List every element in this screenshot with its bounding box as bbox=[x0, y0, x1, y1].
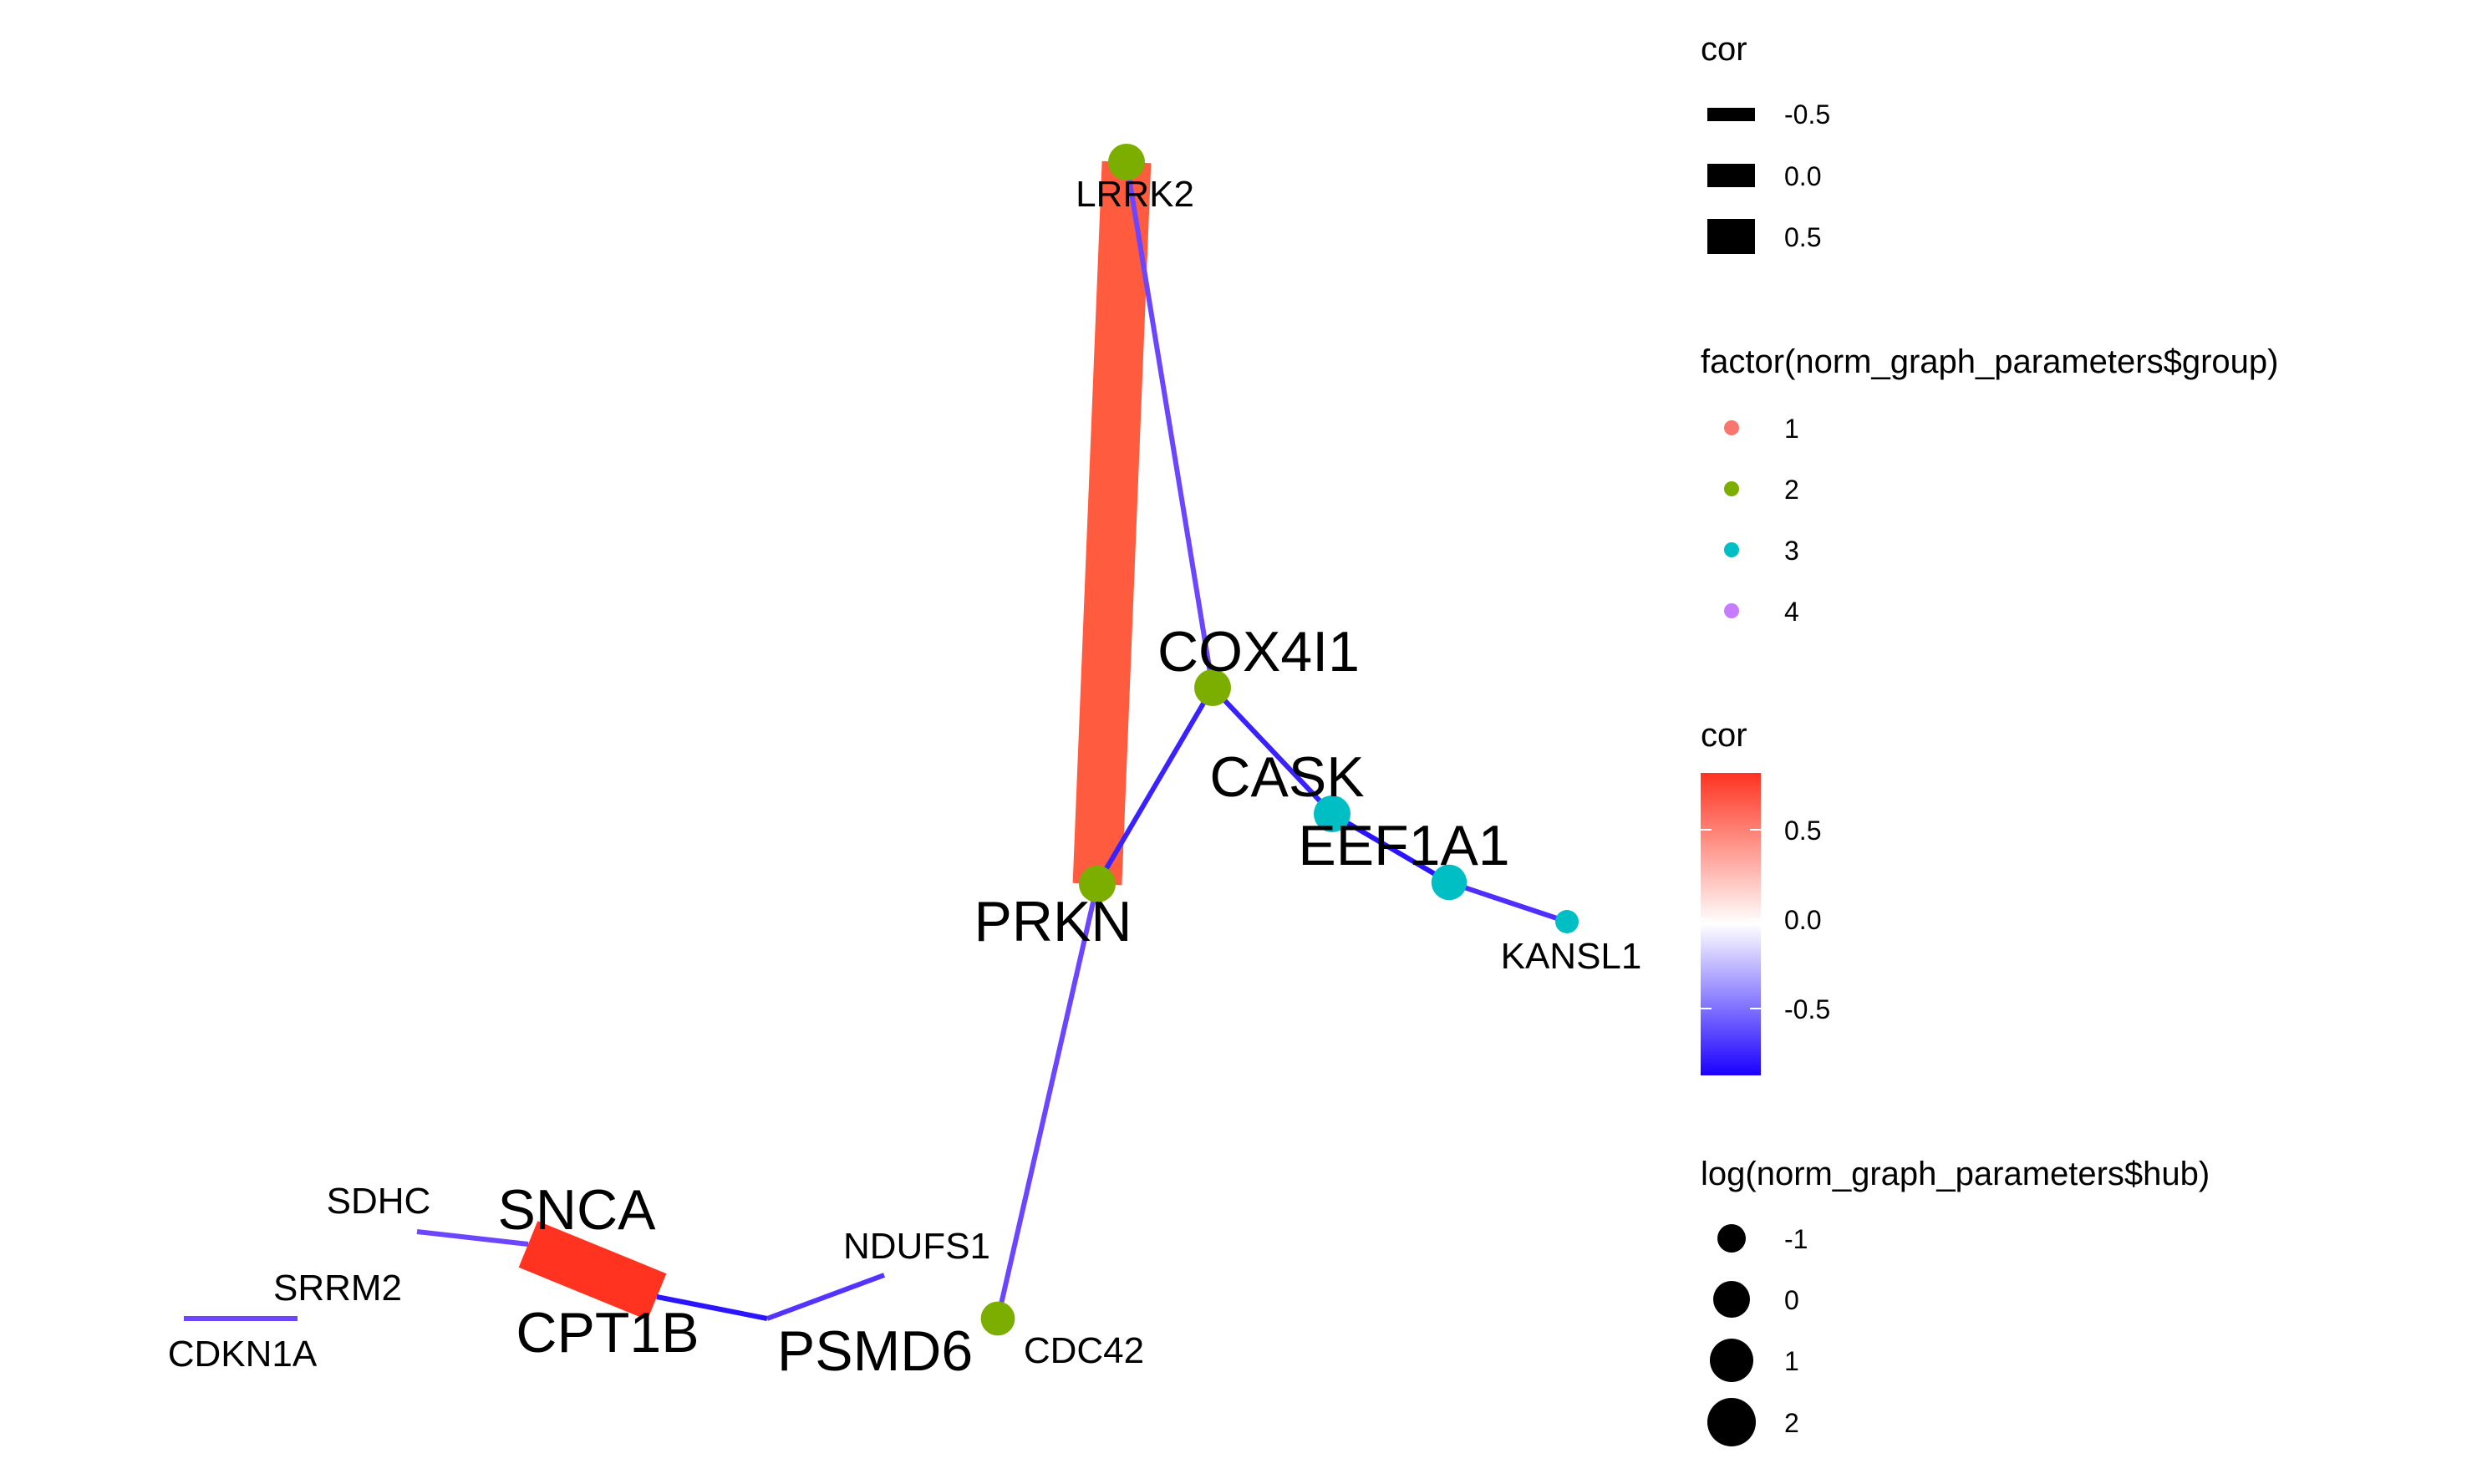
hub-legend-key bbox=[1707, 1398, 1756, 1446]
group-legend-key-1 bbox=[1724, 420, 1739, 435]
group-legend-key-3 bbox=[1724, 542, 1739, 557]
node-label-cpt1b: CPT1B bbox=[516, 1301, 699, 1365]
node-cox4i1 bbox=[1194, 669, 1231, 706]
edge-cpt1b-psmd6 bbox=[656, 1294, 768, 1321]
group-legend-label: 2 bbox=[1784, 475, 1799, 505]
hub-legend-key bbox=[1710, 1339, 1753, 1382]
edge-prkn-cdc42 bbox=[995, 883, 1100, 1319]
node-label-cdc42: CDC42 bbox=[1024, 1330, 1144, 1371]
edge-sdhc-snca bbox=[416, 1229, 529, 1247]
width-legend-label: 0.0 bbox=[1784, 161, 1821, 191]
color-legend-tick-label: 0.5 bbox=[1784, 816, 1821, 846]
edge-lrrk2-prkn bbox=[1072, 160, 1152, 886]
color-legend-bar bbox=[1701, 773, 1761, 1075]
legend: cor -0.5 0.0 0.5 factor(norm_graph_param… bbox=[1701, 31, 2278, 1446]
edges-layer bbox=[184, 160, 1568, 1321]
width-legend-key-neg bbox=[1707, 108, 1755, 121]
group-legend-title: factor(norm_graph_parameters$group) bbox=[1701, 343, 2278, 380]
hub-legend-label: -1 bbox=[1784, 1224, 1808, 1254]
width-legend-key-pos bbox=[1707, 219, 1755, 254]
node-cask bbox=[1314, 795, 1350, 832]
edge-psmd6-ndufs1 bbox=[766, 1273, 886, 1321]
edge-cox4i1-cask bbox=[1210, 685, 1335, 816]
node-label-ndufs1: NDUFS1 bbox=[843, 1226, 990, 1267]
hub-legend-key bbox=[1713, 1281, 1750, 1318]
node-prkn bbox=[1079, 866, 1116, 902]
edge-snca-cpt1b bbox=[518, 1221, 667, 1320]
edge-lrrk2-cox4i1 bbox=[1124, 161, 1215, 689]
node-label-prkn: PRKN bbox=[974, 890, 1132, 953]
hub-legend-label: 0 bbox=[1784, 1285, 1799, 1315]
group-legend-label: 4 bbox=[1784, 597, 1799, 627]
node-lrrk2 bbox=[1108, 144, 1145, 180]
node-label-cdkn1a: CDKN1A bbox=[168, 1334, 318, 1375]
node-label-psmd6: PSMD6 bbox=[777, 1319, 973, 1383]
width-legend-label: 0.5 bbox=[1784, 222, 1821, 252]
color-legend-tick-label: 0.0 bbox=[1784, 905, 1821, 935]
group-legend-key-2 bbox=[1724, 481, 1739, 496]
node-eef1a1 bbox=[1431, 864, 1467, 901]
edge-eef1a1-kansl1 bbox=[1448, 880, 1568, 924]
hub-legend-label: 2 bbox=[1784, 1408, 1799, 1438]
node-label-cask: CASK bbox=[1209, 745, 1364, 809]
group-legend: factor(norm_graph_parameters$group) 1 2 … bbox=[1701, 343, 2278, 627]
node-kansl1 bbox=[1555, 910, 1579, 933]
nodes-layer bbox=[980, 144, 1579, 1336]
node-label-kansl1: KANSL1 bbox=[1501, 936, 1642, 977]
width-legend-title: cor bbox=[1701, 31, 1747, 68]
color-legend: cor 0.5 0.0 -0.5 bbox=[1701, 717, 1830, 1075]
node-label-srrm2: SRRM2 bbox=[273, 1268, 402, 1309]
hub-legend-title: log(norm_graph_parameters$hub) bbox=[1701, 1156, 2210, 1192]
hub-legend-label: 1 bbox=[1784, 1346, 1799, 1376]
group-legend-label: 3 bbox=[1784, 536, 1799, 566]
node-label-snca: SNCA bbox=[498, 1178, 657, 1242]
hub-legend: log(norm_graph_parameters$hub) -1 0 1 2 bbox=[1701, 1156, 2210, 1446]
node-cdc42 bbox=[980, 1301, 1015, 1336]
node-label-sdhc: SDHC bbox=[327, 1181, 431, 1222]
width-legend-key-zero bbox=[1707, 164, 1755, 187]
edge-cask-eef1a1 bbox=[1330, 811, 1451, 885]
width-legend: cor -0.5 0.0 0.5 bbox=[1701, 31, 1830, 254]
width-legend-label: -0.5 bbox=[1784, 99, 1830, 130]
color-legend-tick-label: -0.5 bbox=[1784, 994, 1830, 1024]
node-label-eef1a1: EEF1A1 bbox=[1298, 814, 1509, 877]
group-legend-label: 1 bbox=[1784, 414, 1799, 444]
hub-legend-key bbox=[1717, 1224, 1746, 1253]
color-legend-title: cor bbox=[1701, 717, 1747, 754]
edge-cox4i1-prkn bbox=[1095, 686, 1215, 886]
group-legend-key-4 bbox=[1724, 603, 1739, 618]
node-label-lrrk2: LRRK2 bbox=[1076, 174, 1194, 215]
node-label-cox4i1: COX4I1 bbox=[1157, 620, 1360, 684]
